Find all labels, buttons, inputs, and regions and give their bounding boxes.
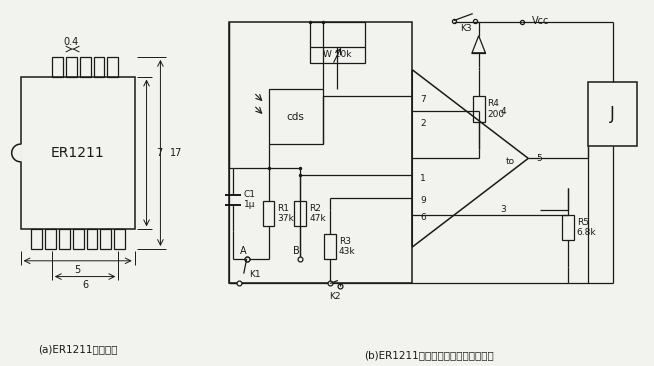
Bar xyxy=(94,57,105,76)
Text: R1
37k: R1 37k xyxy=(277,204,294,223)
Bar xyxy=(269,89,323,143)
Text: R3
43k: R3 43k xyxy=(339,237,356,256)
Text: 5: 5 xyxy=(536,154,542,163)
Text: to: to xyxy=(506,157,515,166)
Text: K2: K2 xyxy=(329,292,341,301)
Bar xyxy=(562,214,574,240)
Bar xyxy=(31,229,42,249)
Text: (a)ER1211外形尺寸: (a)ER1211外形尺寸 xyxy=(38,344,117,354)
Bar xyxy=(86,229,97,249)
Text: C1
1μ: C1 1μ xyxy=(244,190,256,209)
Text: 0.4: 0.4 xyxy=(63,37,79,47)
Text: K1: K1 xyxy=(249,270,260,279)
Text: A: A xyxy=(241,246,247,256)
Text: R5
6.8k: R5 6.8k xyxy=(577,218,596,237)
Bar xyxy=(294,201,306,226)
Text: Vcc: Vcc xyxy=(532,15,549,26)
Bar xyxy=(262,201,275,226)
Bar xyxy=(310,47,365,63)
Bar xyxy=(21,76,135,229)
Bar xyxy=(107,57,118,76)
Polygon shape xyxy=(12,144,21,162)
Bar xyxy=(473,96,485,122)
Text: ER1211: ER1211 xyxy=(51,146,105,160)
Text: J: J xyxy=(610,105,615,123)
Text: (b)ER1211在自动曝光相机中的应用图: (b)ER1211在自动曝光相机中的应用图 xyxy=(364,350,494,361)
Bar xyxy=(229,22,412,283)
Text: 7: 7 xyxy=(156,148,163,158)
Bar xyxy=(101,229,111,249)
Bar xyxy=(45,229,56,249)
Text: 5: 5 xyxy=(75,265,80,274)
Bar xyxy=(114,229,125,249)
Text: 1: 1 xyxy=(421,173,426,183)
Text: B: B xyxy=(293,246,300,256)
Bar xyxy=(59,229,70,249)
Text: 6: 6 xyxy=(421,213,426,222)
Text: 3: 3 xyxy=(501,205,506,214)
Bar xyxy=(73,229,84,249)
Text: R4
200: R4 200 xyxy=(488,100,505,119)
Text: 17: 17 xyxy=(170,148,182,158)
Bar xyxy=(80,57,90,76)
Bar xyxy=(588,82,638,146)
Text: K3: K3 xyxy=(460,24,472,33)
Text: 9: 9 xyxy=(421,196,426,205)
Text: R2
47k: R2 47k xyxy=(309,204,326,223)
Text: 4: 4 xyxy=(501,107,506,116)
Bar xyxy=(66,57,77,76)
Text: 7: 7 xyxy=(421,95,426,104)
Text: cds: cds xyxy=(287,112,305,122)
Text: W 10k: W 10k xyxy=(323,51,352,59)
Text: 6: 6 xyxy=(82,280,88,291)
Bar xyxy=(324,234,336,259)
Bar xyxy=(52,57,63,76)
Text: 2: 2 xyxy=(421,119,426,128)
